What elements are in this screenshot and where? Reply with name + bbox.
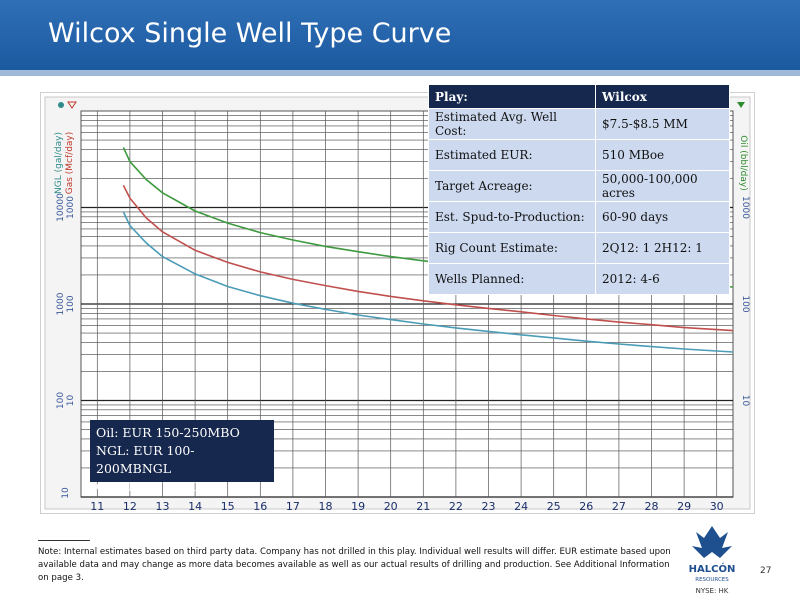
series-line-ngl [122,211,734,353]
x-tick-label: 27 [612,500,626,513]
x-tick-label: 14 [188,500,202,513]
logo-sub: RESOURCES [695,577,729,583]
x-tick-label: 13 [156,500,170,513]
header-rule [0,70,800,76]
x-tick-label: 17 [286,500,300,513]
table-row: Target Acreage: 50,000-100,000 acres [428,170,730,202]
halcon-logo: HALCÓN RESOURCES NYSE: HK [689,526,736,595]
table-row: Wells Planned: 2012: 4-6 [428,263,730,295]
logo-name: HALCÓN [689,562,736,575]
series-line-gas [122,184,734,332]
table-row: Rig Count Estimate: 2Q12: 1 2H12: 1 [428,232,730,264]
axis-title-gas: Gas (Mcf/day) [65,132,75,195]
y-tick-label-gas: 1000 [66,196,76,219]
x-tick-label: 24 [514,500,528,513]
x-tick-label: 23 [482,500,496,513]
table-row: Estimated EUR: 510 MBoe [428,139,730,171]
table-cell-label: Estimated EUR: [428,139,596,171]
footnote: Note: Internal estimates based on third … [38,547,671,583]
table-cell-value: 2Q12: 1 2H12: 1 [595,232,730,264]
x-tick-label: 15 [221,500,235,513]
y-tick-label-gas: 10 [66,395,76,407]
page-title: Wilcox Single Well Type Curve [48,18,452,49]
page-number: 27 [760,566,772,576]
x-tick-label: 16 [253,500,267,513]
x-tick-label: 20 [384,500,398,513]
table-cell-value: 50,000-100,000 acres [595,170,730,202]
table-header-cell: Wilcox [595,84,730,109]
x-tick-label: 22 [449,500,463,513]
table-header-row: Play: Wilcox [428,84,730,109]
y-tick-label-oil: 10 [740,395,750,407]
axis-title-oil: Oil (bbl/day) [738,135,748,190]
axis-marker-ngl-icon [58,102,64,108]
axis-marker-oil-icon [737,102,745,108]
x-tick-label: 30 [710,500,724,513]
x-tick-label: 26 [579,500,593,513]
table-cell-value: 60-90 days [595,201,730,233]
table-cell-value: 510 MBoe [595,139,730,171]
table-cell-label: Target Acreage: [428,170,596,202]
x-tick-label: 25 [547,500,561,513]
logo-ticker: NYSE: HK [696,587,729,595]
table-cell-value: $7.5-$8.5 MM [595,108,730,140]
table-cell-label: Wells Planned: [428,263,596,295]
table-cell-label: Rig Count Estimate: [428,232,596,264]
well-info-table: Play: Wilcox Estimated Avg. Well Cost: $… [428,84,730,295]
table-row: Estimated Avg. Well Cost: $7.5-$8.5 MM [428,108,730,140]
x-tick-label: 21 [416,500,430,513]
x-tick-label: 11 [90,500,104,513]
y-tick-label-ngl: 1000 [56,292,66,315]
table-cell-label: Estimated Avg. Well Cost: [428,108,596,140]
x-tick-label: 19 [351,500,365,513]
x-tick-label: 12 [123,500,137,513]
eur-ngl-line: NGL: EUR 100-200MBNGL [96,443,195,476]
footnote-rule [38,540,90,541]
y-tick-label-ngl: 10000 [56,193,66,222]
axis-title-ngl: NGL (gal/day) [54,132,64,194]
y-tick-label-ngl: 100 [56,392,66,409]
table-cell-label: Est. Spud-to-Production: [428,201,596,233]
x-tick-label: 29 [677,500,691,513]
header-bar: Wilcox Single Well Type Curve [0,0,800,70]
eur-summary-box: Oil: EUR 150-250MBO NGL: EUR 100-200MBNG… [90,420,274,494]
y-tick-label-oil: 100 [740,295,750,312]
table-row: Est. Spud-to-Production: 60-90 days [428,201,730,233]
table-cell-value: 2012: 4-6 [595,263,730,295]
axis-marker-gas-icon [67,101,77,109]
eur-oil-line: Oil: EUR 150-250MBO [96,425,240,440]
eur-gas-line: Gas: EUR 1-2BCF [96,479,209,494]
table-header-cell: Play: [428,84,596,109]
x-tick-label: 28 [645,500,659,513]
y-tick-label-gas: 100 [66,295,76,312]
y-tick-label-bottom: 10 [61,487,71,499]
falcon-emblem-icon [692,526,732,558]
y-tick-label-oil: 1000 [740,196,750,219]
x-tick-label: 18 [319,500,333,513]
